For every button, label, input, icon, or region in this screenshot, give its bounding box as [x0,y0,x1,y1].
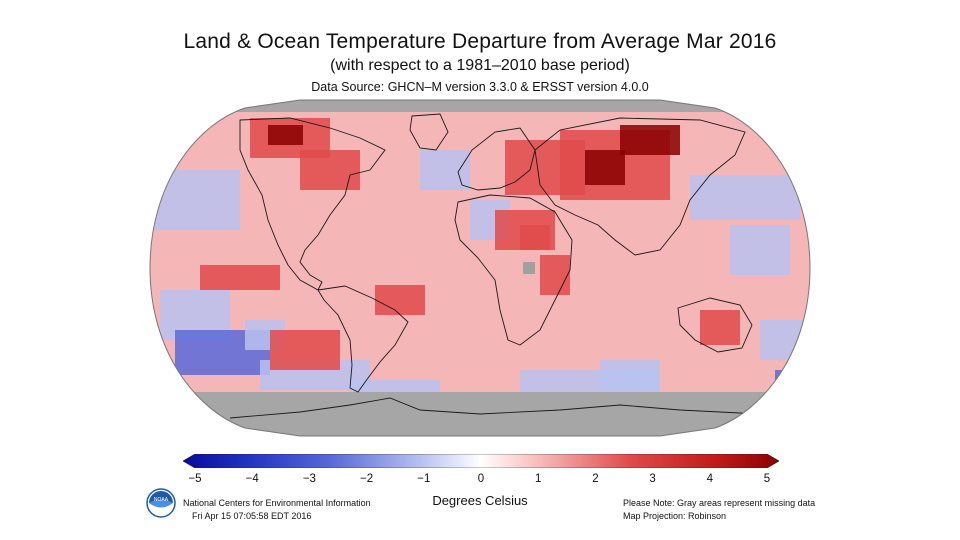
colorbar-tick-label: 5 [763,473,771,485]
colorbar-tick-label: −1 [417,473,431,485]
anomaly-cell [520,225,550,250]
colorbar-tick-label: −3 [302,473,316,485]
noaa-logo-icon: NOAA [146,488,176,518]
colorbar-tick-label: 1 [534,473,542,485]
anomaly-cell [540,255,570,295]
colorbar-tick-label: 4 [706,473,713,485]
anomaly-cell [600,360,660,390]
svg-text:NOAA: NOAA [154,497,169,503]
continent-outlines [229,113,761,419]
anomaly-cell [585,150,625,185]
colorbar-tick-label: −4 [245,473,259,485]
colorbar-tick-label: −2 [360,473,374,485]
arctic-missing-region [150,100,810,112]
colorbar-caption: Degrees Celsius [432,493,528,508]
missing-cell [523,262,535,274]
anomaly-cell [270,330,340,370]
missing-data-note: Please Note: Gray areas represent missin… [623,498,816,508]
colorbar-tick-label: 2 [592,473,599,485]
footer-left: National Centers for Environmental Infor… [183,497,371,523]
institution-name: National Centers for Environmental Infor… [183,498,371,508]
colorbar-tick-label: 0 [477,473,485,485]
anomaly-cell [700,310,740,345]
map-title: Land & Ocean Temperature Departure from … [183,30,777,53]
anomaly-cell [300,150,360,190]
colorbar-tick-label: −5 [188,473,202,485]
map-subtitle: (with respect to a 1981–2010 base period… [330,57,630,74]
map-grid [150,100,810,436]
projection-note: Map Projection: Robinson [623,511,727,521]
generated-timestamp: Fri Apr 15 07:05:58 EDT 2016 [192,511,312,521]
anomaly-cell [268,125,303,145]
colorbar-tick-label: 3 [649,473,656,485]
anomaly-cell [375,285,425,315]
footer-right: Please Note: Gray areas represent missin… [623,497,815,523]
data-source: Data Source: GHCN–M version 3.3.0 & ERSS… [311,80,649,94]
anomaly-cell [200,265,280,290]
anomaly-cell [730,225,790,275]
anomaly-cell [620,125,680,155]
anomaly-cell [420,150,470,190]
anomaly-cell [150,170,240,230]
colorbar [183,454,779,468]
anomaly-cell [690,175,800,220]
